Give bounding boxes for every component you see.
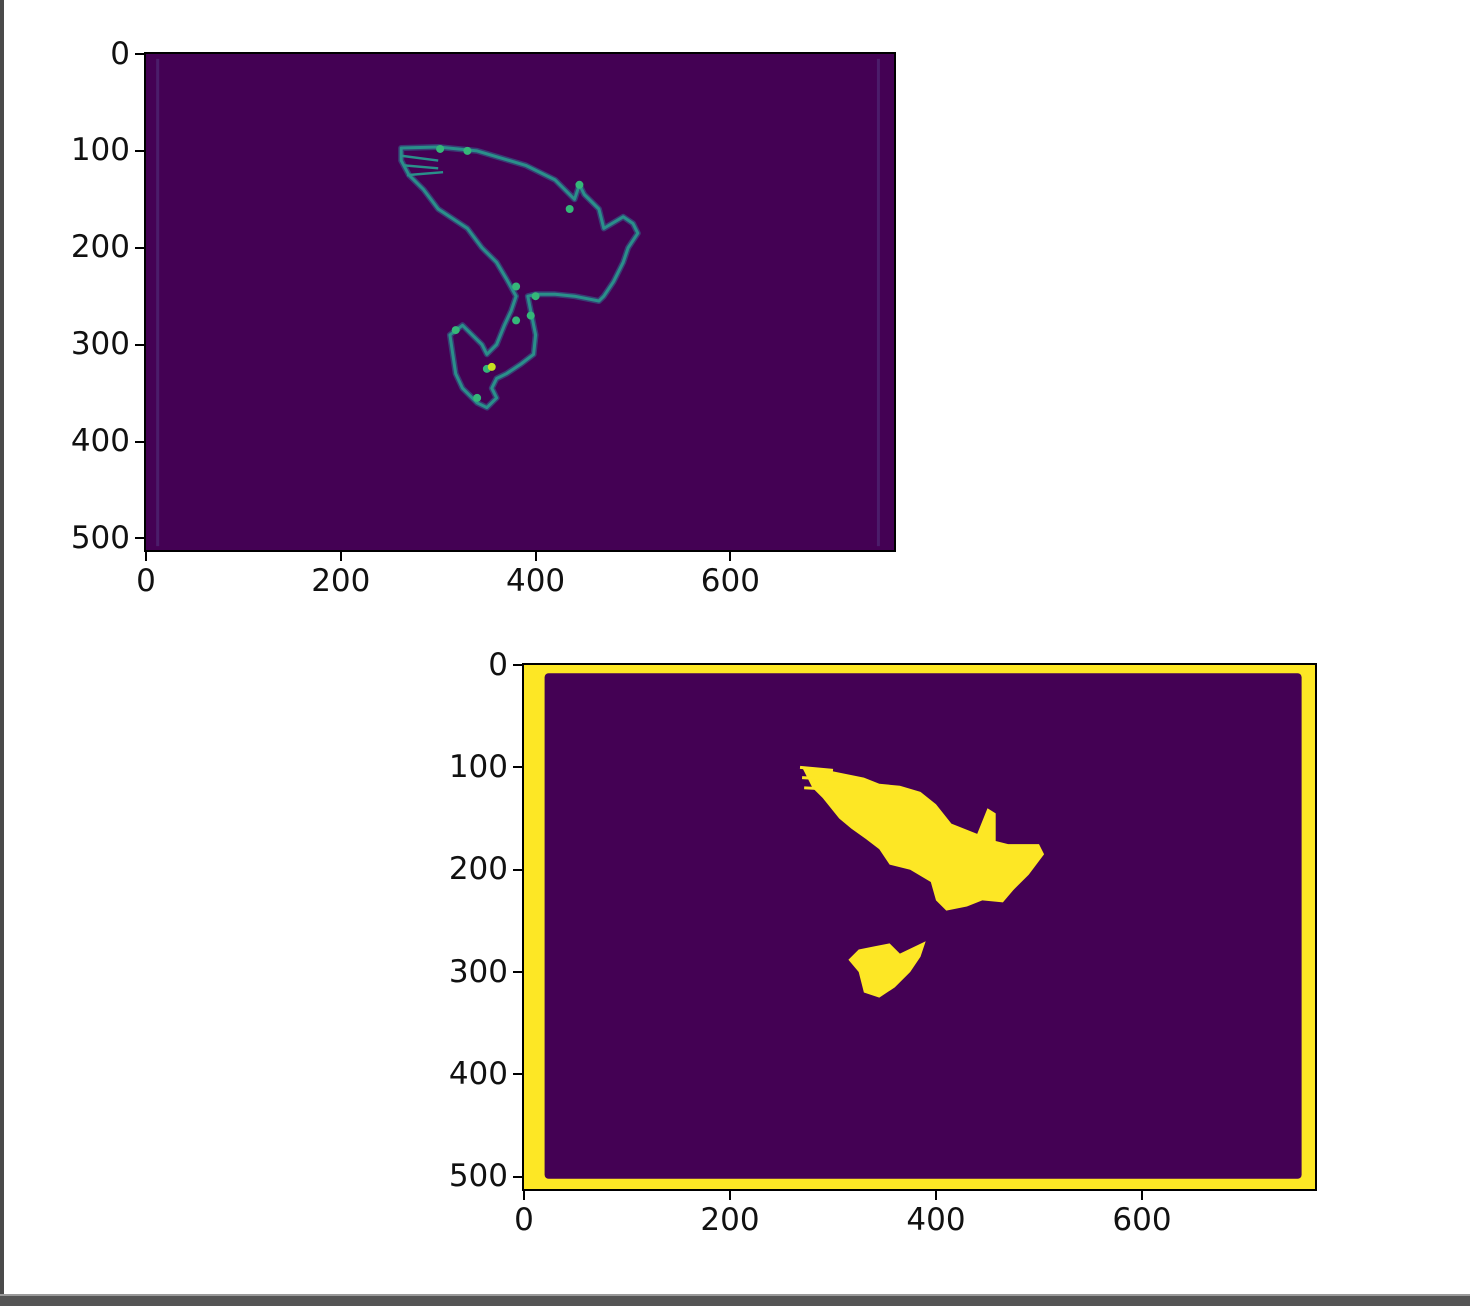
y-tick-label: 200 [448, 851, 508, 888]
y-tick-label: 500 [70, 519, 130, 556]
edge-bright-point [487, 362, 496, 371]
x-tick-mark [934, 1191, 937, 1200]
x-tick-mark [523, 1191, 525, 1200]
edge-bright-point [575, 180, 584, 189]
y-tick-label: 500 [448, 1158, 508, 1195]
window-bottom-bar [0, 1294, 1470, 1306]
y-tick-mark [513, 766, 522, 769]
x-tick-mark [339, 552, 342, 561]
x-tick-mark [728, 1191, 731, 1200]
edge-bright-point [531, 292, 540, 301]
edge-map-image [146, 54, 894, 550]
y-tick-label: 400 [448, 1055, 508, 1092]
y-tick-mark [135, 246, 144, 249]
edge-bright-point [512, 282, 521, 291]
edge-outline [399, 145, 640, 410]
y-tick-label: 400 [70, 423, 130, 459]
left-window-edge [0, 0, 4, 1306]
x-tick-label: 400 [505, 563, 566, 599]
y-tick-mark [513, 664, 522, 666]
edge-map-axes [144, 52, 896, 552]
y-tick-label: 200 [70, 229, 130, 266]
mask-image [524, 665, 1315, 1189]
y-tick-mark [513, 868, 522, 871]
edge-bright-point [526, 311, 535, 320]
x-tick-mark [534, 552, 537, 561]
edge-bright-point [451, 326, 460, 335]
x-tick-mark [145, 552, 147, 561]
edge-feather-stroke [403, 164, 439, 170]
y-tick-label: 0 [488, 646, 508, 683]
y-tick-mark [135, 440, 144, 443]
x-tick-mark [729, 552, 732, 561]
y-tick-mark [135, 537, 144, 540]
edge-map-background [146, 54, 894, 550]
edge-bright-point [512, 316, 521, 325]
x-tick-label: 200 [700, 1202, 760, 1238]
edge-bright-point [473, 393, 482, 402]
y-tick-mark [513, 1175, 522, 1178]
mask-streak [799, 765, 834, 772]
x-tick-label: 600 [1112, 1202, 1172, 1238]
edge-bright-point [463, 146, 472, 155]
y-tick-mark [135, 149, 144, 152]
mask-axes [522, 663, 1317, 1191]
y-tick-mark [513, 971, 522, 974]
y-tick-label: 100 [448, 748, 508, 785]
y-tick-label: 300 [448, 953, 508, 990]
y-tick-mark [135, 53, 144, 55]
x-tick-label: 0 [514, 1202, 534, 1238]
x-tick-label: 400 [906, 1202, 966, 1238]
mask-background [544, 673, 1302, 1179]
y-tick-label: 0 [110, 35, 130, 72]
y-tick-mark [135, 343, 144, 346]
y-tick-label: 100 [70, 132, 130, 169]
mask-streak [802, 776, 839, 782]
x-tick-mark [1140, 1191, 1143, 1200]
edge-feather-stroke [401, 154, 439, 162]
edge-bright-point [565, 205, 574, 213]
mask-region-small [848, 941, 926, 998]
edge-feather-stroke [406, 170, 444, 177]
edge-bright-point [436, 144, 445, 153]
mask-region-bird [802, 767, 1045, 911]
x-tick-label: 200 [311, 563, 371, 599]
x-tick-label: 0 [136, 563, 156, 599]
x-tick-label: 600 [700, 563, 760, 599]
y-tick-mark [513, 1073, 522, 1076]
y-tick-label: 300 [70, 326, 130, 363]
mask-streak [804, 786, 844, 792]
